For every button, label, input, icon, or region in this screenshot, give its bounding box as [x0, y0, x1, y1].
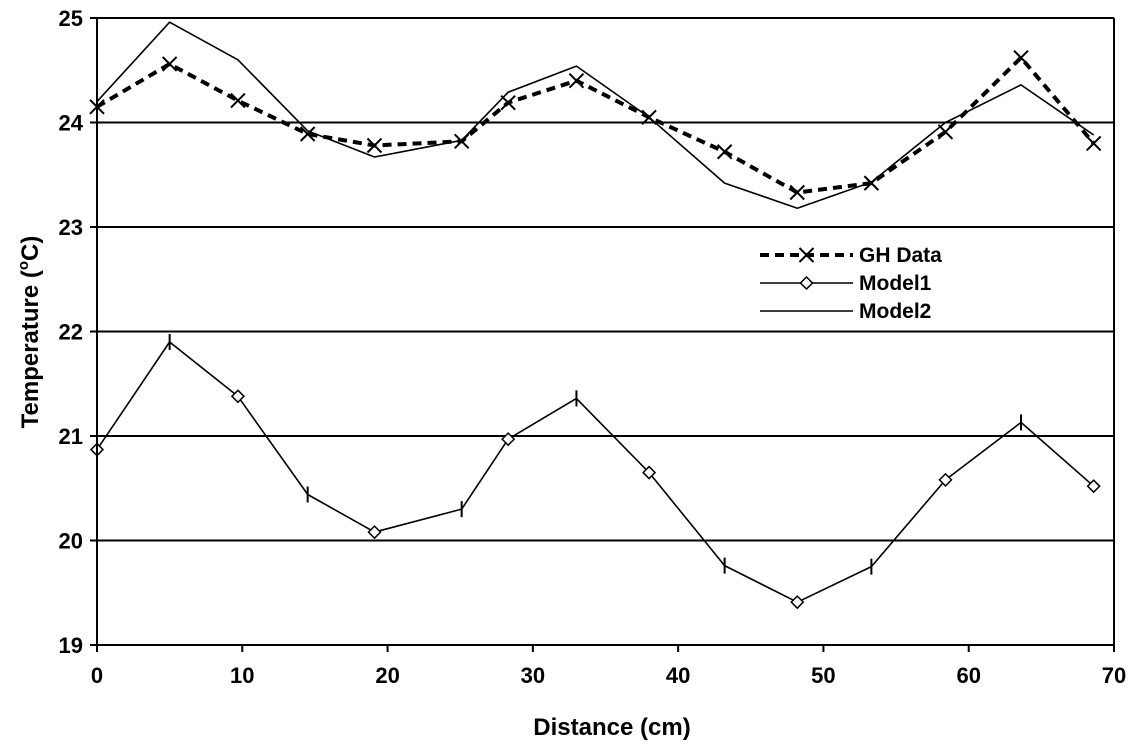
point-model1-marker: [367, 525, 382, 540]
point-model1-marker: [938, 472, 953, 487]
x-tick-label: 20: [375, 663, 399, 688]
axes: [90, 17, 1115, 652]
point-model1-marker: [230, 389, 245, 404]
legend-gh-data-marker: [798, 247, 815, 263]
point-gh-data-marker: [161, 56, 178, 72]
series-lines: [95, 21, 1096, 604]
y-axis-title-tail: C): [17, 236, 44, 261]
y-tick-label: 21: [59, 424, 83, 449]
y-tick-label: 20: [59, 529, 83, 554]
x-axis-title: Distance (cm): [533, 714, 690, 741]
legend-entry-gh-data: GH Data: [760, 244, 942, 267]
point-gh-data-marker: [568, 72, 585, 89]
point-gh-data-marker: [641, 109, 657, 125]
point-gh-data-marker: [299, 126, 316, 142]
legend-model1-marker: [799, 275, 814, 291]
point-gh-data-marker: [1085, 135, 1102, 152]
series-line-model1: [96, 341, 1095, 604]
y-tick-label: 19: [59, 633, 83, 658]
legend: GH Data Model1 Model2: [760, 244, 942, 323]
x-tick-label: 40: [666, 663, 690, 688]
y-axis-title: Temperature (oC): [15, 236, 44, 429]
series-markers: [89, 50, 1102, 610]
point-gh-data-marker: [789, 184, 805, 201]
y-tick-label: 22: [59, 320, 83, 345]
point-gh-data-marker: [230, 92, 246, 109]
point-model1-marker: [501, 432, 516, 447]
point-gh-data-marker: [716, 144, 733, 160]
legend-label-model2: Model2: [859, 300, 931, 323]
legend-label-model1: Model1: [859, 272, 932, 295]
y-axis-title-sup: o: [15, 261, 32, 270]
x-tick-label: 10: [230, 663, 254, 688]
series-line-model2: [96, 21, 1095, 209]
series-line-gh-data: [95, 55, 1096, 195]
x-tick-label: 50: [811, 663, 835, 688]
legend-label-gh-data: GH Data: [859, 244, 942, 267]
legend-entry-model2: Model2: [760, 300, 931, 323]
tick-labels: 19 20 21 22 23 24 25 0 10 20 30 40 50 60 70: [59, 6, 1127, 688]
y-axis-title-main: Temperature (: [17, 270, 44, 428]
x-tick-label: 60: [956, 663, 980, 688]
point-model1-marker: [790, 595, 805, 610]
legend-entry-model1: Model1: [760, 272, 932, 295]
y-tick-label: 25: [59, 6, 83, 31]
point-gh-data-marker: [1013, 50, 1029, 66]
point-gh-data-marker: [453, 133, 470, 150]
x-tick-label: 30: [521, 663, 545, 688]
x-tick-label: 0: [91, 663, 103, 688]
point-gh-data-marker: [500, 94, 516, 111]
point-model1-marker: [642, 465, 657, 480]
point-gh-data-marker: [937, 124, 954, 140]
point-gh-data-marker: [863, 175, 880, 191]
point-model1-marker: [1086, 479, 1101, 494]
point-gh-data-marker: [366, 137, 383, 154]
y-tick-label: 24: [59, 111, 84, 136]
x-tick-label: 70: [1102, 663, 1126, 688]
y-tick-label: 23: [59, 215, 83, 240]
